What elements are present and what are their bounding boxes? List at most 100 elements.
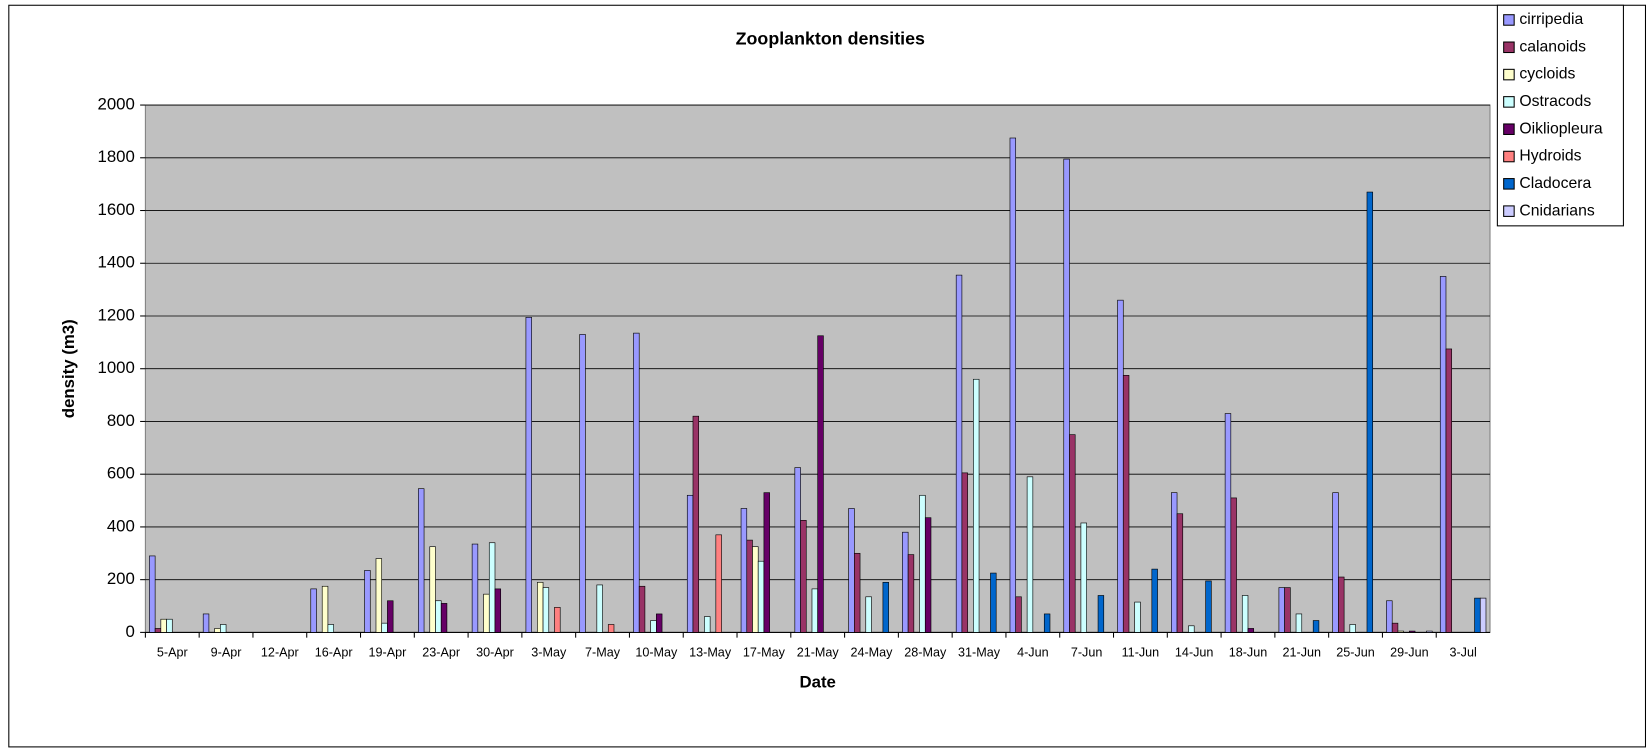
bar [1069,434,1076,633]
bar [740,508,748,633]
bar [494,588,502,633]
y-axis-label: density (m3) [59,319,78,418]
bar [1043,613,1051,633]
bar [961,472,968,633]
x-tick-label: 3-Jul [1449,646,1476,660]
bar [1063,158,1070,633]
bar [763,492,770,633]
bar [525,316,532,633]
x-tick-label: 19-Apr [369,646,407,660]
bar [1151,568,1158,633]
bar [154,628,162,633]
bar [1397,630,1404,633]
bar [1080,522,1087,633]
bar [1338,576,1345,633]
bar [537,581,544,633]
legend-swatch [1503,41,1515,54]
bar [919,494,926,633]
x-tick-label: 12-Apr [261,646,299,660]
bar [746,539,753,633]
bar [650,620,657,633]
legend-label: Oikliopleura [1519,120,1602,137]
bar [418,488,425,633]
bar [1386,600,1393,633]
bar [656,613,663,633]
y-tick-label: 400 [107,516,135,535]
bar [542,587,550,633]
bar [149,555,156,633]
legend-swatch [1503,178,1515,190]
bar [220,624,227,633]
legend-label: cirripedia [1519,11,1583,28]
bar [1117,299,1124,633]
bar [902,531,909,633]
bar [1097,595,1105,633]
bar [166,618,173,633]
bar [638,585,646,633]
bar [686,494,694,633]
legend-label: Cladocera [1519,175,1591,192]
bar [214,628,221,633]
bar [1188,625,1195,633]
x-tick-label: 21-May [797,646,840,660]
legend-swatch [1503,68,1515,81]
bar [865,596,872,633]
x-tick-label: 11-Jun [1122,646,1160,660]
legend-label: Ostracods [1519,93,1591,110]
bar [1391,622,1399,633]
bar [483,593,490,633]
y-tick-label: 600 [107,464,135,483]
x-tick-label: 5-Apr [157,646,188,660]
legend-swatch [1503,14,1515,26]
bar [692,415,700,633]
chart-title: Zooplankton densities [736,29,925,49]
x-tick-label: 21-Jun [1283,646,1322,660]
y-tick-label: 2000 [98,94,135,113]
x-tick-label: 29-Jun [1390,646,1429,660]
bar [811,588,819,633]
bar [579,334,586,633]
legend-swatch [1503,123,1515,135]
bar [596,584,603,633]
bar [1224,413,1232,633]
bar [704,616,711,633]
legend-swatch [1503,150,1515,163]
x-tick-label: 9-Apr [211,646,242,660]
bar [488,542,496,633]
bar [1230,497,1237,633]
x-tick-label: 16-Apr [315,646,353,660]
bar [1445,348,1453,633]
bar [1409,630,1416,633]
legend-label: Hydroids [1519,148,1581,165]
x-tick-label: 7-May [585,646,621,660]
legend-swatch [1503,205,1515,217]
y-tick-label: 1400 [98,253,135,272]
bar [1122,374,1130,633]
bar [1332,492,1339,633]
bar [633,332,640,633]
bar [1134,601,1141,633]
bar [1015,596,1022,633]
bar [554,607,561,633]
bar [854,552,861,633]
x-tick-label: 23-Apr [422,646,460,660]
bar [715,534,722,633]
legend [1496,4,1624,227]
bar [1312,620,1320,633]
bar [1479,597,1487,633]
bar [794,467,801,633]
y-tick-label: 200 [107,569,135,588]
bar [1009,137,1017,633]
bar [607,624,615,633]
bar [817,335,824,633]
bar [1284,587,1291,633]
bar [990,572,997,633]
bar [973,378,980,633]
bar [381,622,388,633]
bar [1366,191,1374,633]
bar [1349,624,1356,633]
bar [1176,513,1184,633]
x-tick-label: 10-May [635,646,678,660]
bar [202,613,210,633]
